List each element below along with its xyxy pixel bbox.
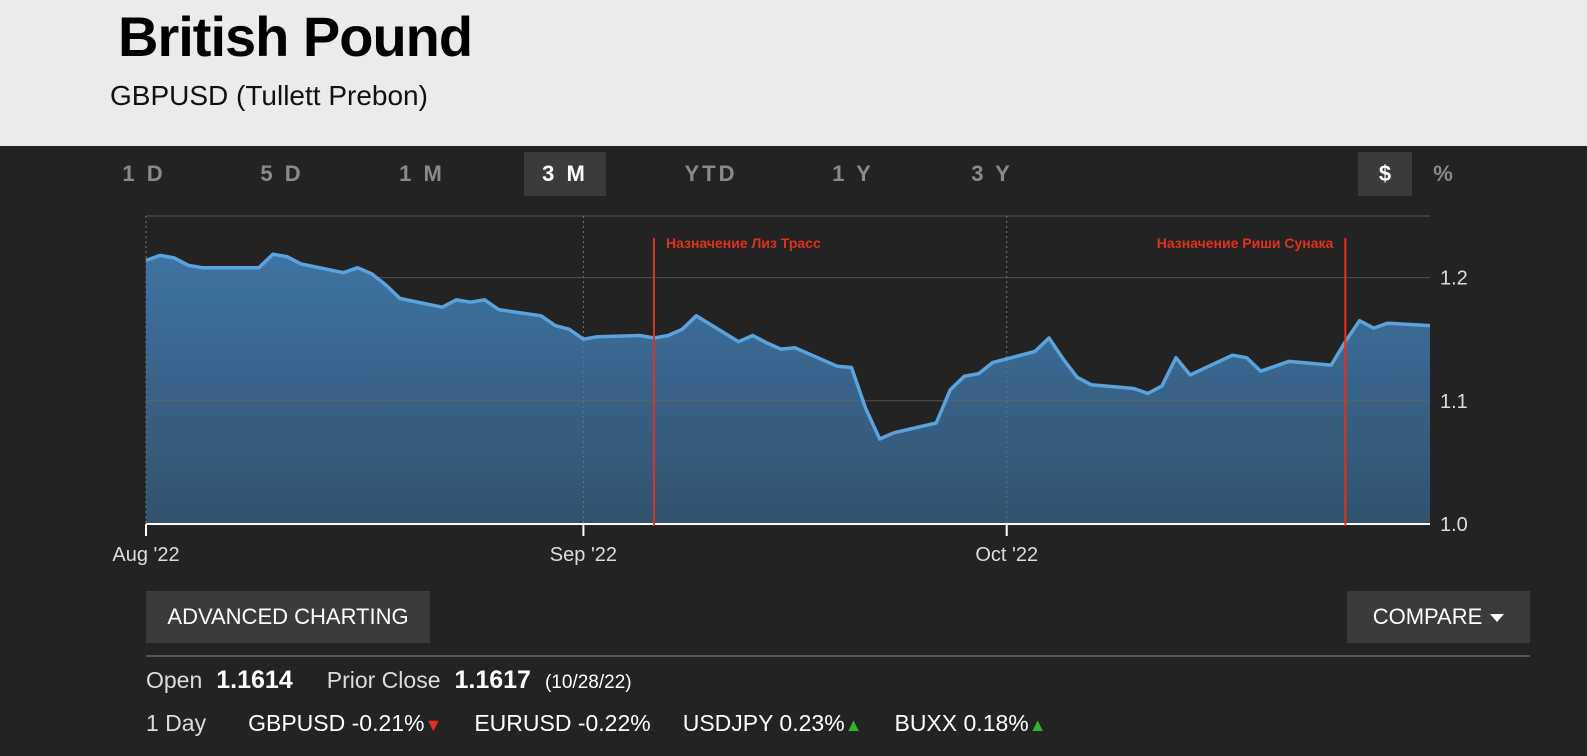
- chevron-down-icon: [1490, 614, 1505, 623]
- arrow-up-icon: ▲: [1028, 715, 1047, 735]
- page-header: British Pound GBPUSD (Tullett Prebon): [0, 0, 1587, 146]
- prior-close-date: (10/28/22): [544, 672, 632, 693]
- tab-1m[interactable]: 1 M: [399, 161, 445, 186]
- price-chart: 1.0 1.1 1.2 Aug '22 Sep '22 Oct '22 Назначение…: [112, 215, 1468, 566]
- open-value: 1.1614: [216, 666, 293, 694]
- compare-button[interactable]: COMPARE: [1347, 591, 1530, 643]
- ticker-buxx[interactable]: BUXX 0.18%▲: [894, 710, 1047, 736]
- page-subtitle: GBPUSD (Tullett Prebon): [110, 80, 428, 111]
- y-tick-label: 1.1: [1440, 391, 1468, 413]
- ticker-gbpusd[interactable]: GBPUSD -0.21%▼: [248, 710, 443, 736]
- x-tick-label: Oct '22: [975, 544, 1038, 566]
- quote-row: Open 1.1614 Prior Close 1.1617 (10/28/22…: [146, 666, 632, 695]
- open-label: Open: [146, 667, 203, 693]
- divider: [146, 655, 1530, 657]
- dollar-toggle[interactable]: $: [1358, 152, 1412, 196]
- annotation-label: Назначение Лиз Трасс: [666, 235, 821, 251]
- page-title: British Pound: [118, 5, 473, 68]
- compare-label: COMPARE: [1372, 604, 1483, 629]
- ticker-eurusd[interactable]: EURUSD -0.22%: [474, 710, 651, 736]
- y-tick-label: 1.2: [1440, 268, 1468, 290]
- tab-3y[interactable]: 3 Y: [971, 161, 1013, 186]
- tab-1d[interactable]: 1 D: [122, 161, 166, 186]
- day-label: 1 Day: [146, 710, 207, 736]
- day-change-row: 1 Day GBPUSD -0.21%▼ EURUSD -0.22% USDJP…: [146, 710, 1047, 737]
- prior-close-value: 1.1617: [454, 666, 531, 694]
- tab-5d[interactable]: 5 D: [260, 161, 304, 186]
- tab-ytd[interactable]: YTD: [684, 161, 738, 186]
- x-tick-label: Aug '22: [112, 544, 179, 566]
- arrow-down-icon: ▼: [424, 715, 443, 735]
- advanced-charting-button[interactable]: ADVANCED CHARTING: [146, 591, 430, 643]
- arrow-up-icon: ▲: [844, 715, 863, 735]
- y-tick-label: 1.0: [1440, 514, 1468, 536]
- x-tick-label: Sep '22: [550, 544, 617, 566]
- tab-3m[interactable]: 3 M: [524, 152, 606, 196]
- prior-close-label: Prior Close: [326, 667, 441, 693]
- tab-1y[interactable]: 1 Y: [832, 161, 874, 186]
- percent-toggle[interactable]: %: [1433, 161, 1453, 186]
- price-line: [145, 252, 1431, 441]
- annotation-label: Назначение Риши Сунака: [1157, 235, 1334, 251]
- ticker-usdjpy[interactable]: USDJPY 0.23%▲: [682, 710, 863, 736]
- price-area: [146, 254, 1430, 524]
